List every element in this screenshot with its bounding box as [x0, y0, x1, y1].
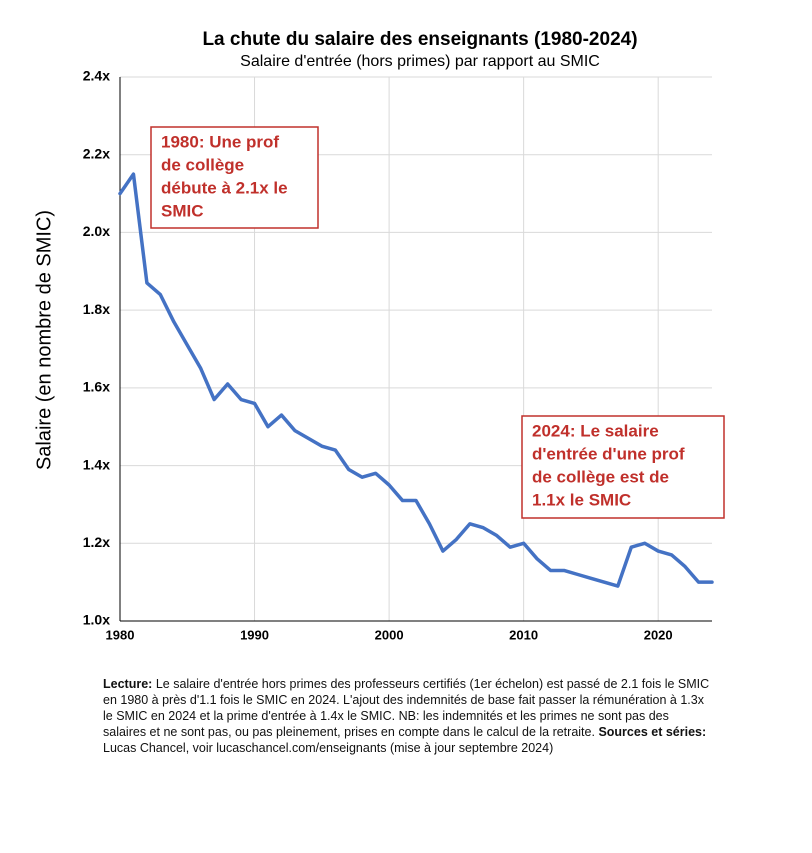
- chart-subtitle: Salaire d'entrée (hors primes) par rappo…: [240, 53, 600, 70]
- annotation-box: [521, 415, 725, 519]
- annotation-text: 1.1x le SMIC: [532, 490, 631, 509]
- x-tick-label: 2010: [509, 627, 538, 642]
- annotation-text: d'entrée d'une prof: [532, 444, 685, 463]
- y-tick-label: 1.0x: [83, 612, 110, 628]
- annotation-text: de collège: [161, 155, 244, 174]
- y-tick-label: 1.6x: [83, 379, 110, 395]
- y-tick-label: 1.4x: [83, 456, 110, 472]
- annotation-text: de collège est de: [532, 467, 669, 486]
- x-tick-label: 1980: [106, 627, 135, 642]
- annotation-box: [150, 126, 319, 229]
- data-line: [118, 172, 714, 588]
- x-tick-label: 2000: [375, 627, 404, 642]
- x-tick-label: 1990: [240, 627, 269, 642]
- y-tick-label: 2.2x: [83, 145, 110, 161]
- y-tick-label: 1.2x: [83, 534, 110, 550]
- x-tick-label: 2020: [644, 627, 673, 642]
- note-text: Lucas Chancel, voir lucaschancel.com/ens…: [103, 741, 554, 755]
- annotation-text: SMIC: [161, 201, 204, 220]
- note-label: Sources et séries:: [598, 725, 707, 739]
- annotation-text: 2024: Le salaire: [532, 421, 659, 440]
- footnote: Lecture: Le salaire d'entrée hors primes…: [103, 676, 715, 756]
- y-tick-label: 1.8x: [83, 301, 110, 317]
- annotation-text: débute à 2.1x le: [161, 178, 288, 197]
- chart: La chute du salaire des enseignants (198…: [33, 29, 725, 642]
- chart-title: La chute du salaire des enseignants (198…: [202, 29, 637, 50]
- y-tick-label: 2.4x: [83, 68, 110, 84]
- y-tick-label: 2.0x: [83, 223, 110, 239]
- note-text: Le salaire d'entrée hors primes des prof…: [103, 677, 710, 739]
- annotation-text: 1980: Une prof: [161, 132, 279, 151]
- y-axis-label: Salaire (en nombre de SMIC): [33, 210, 55, 470]
- note-label: Lecture:: [103, 677, 153, 691]
